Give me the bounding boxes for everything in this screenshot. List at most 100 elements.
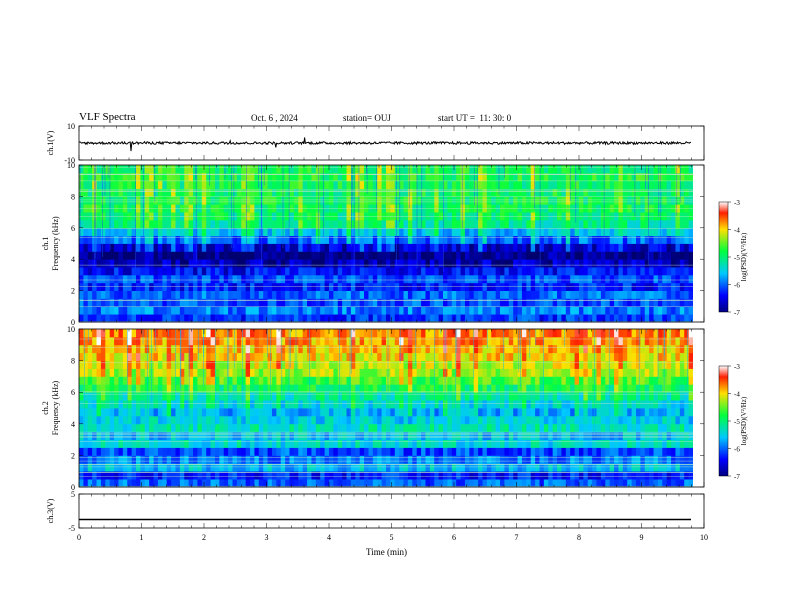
spectrogram-cell [526, 352, 532, 361]
spectrogram-cell [513, 455, 518, 464]
spectrogram-cell [289, 479, 295, 488]
spectrogram-cell [206, 344, 211, 354]
spectrogram-cell [390, 259, 396, 268]
spectrogram-cell [254, 400, 260, 409]
spectrogram-cell [87, 344, 93, 354]
spectrogram-cell [429, 251, 435, 260]
spectrogram-cell [342, 196, 347, 205]
spectrogram-cell [223, 290, 229, 299]
spectrogram-cell [136, 344, 141, 354]
spectrogram-cell [346, 219, 352, 229]
spectrogram-cell [206, 431, 211, 440]
spectrogram-cell [337, 376, 343, 385]
spectrogram-cell [364, 188, 369, 197]
spectrogram-cell [136, 227, 141, 237]
spectrogram-cell [179, 165, 185, 174]
spectrogram-cell [679, 298, 685, 307]
spectrogram-cell [193, 188, 198, 197]
spectrogram-cell [188, 235, 194, 244]
spectrogram-cell [263, 165, 268, 174]
spectrogram-cell [425, 471, 431, 480]
spectrogram-cell [245, 471, 251, 480]
spectrogram-cell [79, 188, 84, 197]
spectrogram-cell [364, 180, 369, 189]
spectrogram-cell [337, 400, 343, 409]
spectrogram-cell [473, 219, 479, 229]
spectrogram-cell [92, 360, 97, 369]
spectrogram-cell [381, 267, 387, 276]
spectrogram-cell [543, 306, 549, 315]
spectrogram-cell [197, 376, 203, 385]
spectrogram-cell [671, 172, 676, 182]
spectrogram-cell [491, 392, 497, 401]
spectrogram-cell [513, 274, 518, 284]
spectrogram-cell [486, 274, 492, 284]
spectrogram-cell [600, 172, 606, 182]
spectrogram-cell [96, 267, 102, 276]
spectrogram-cell [140, 400, 146, 409]
spectrogram-cell [592, 188, 597, 197]
spectrogram-cell [614, 290, 619, 299]
spectrogram-cell [478, 479, 483, 488]
spectrogram-cell [328, 368, 334, 377]
spectrogram-cell [513, 219, 518, 229]
spectrogram-cell [346, 336, 352, 346]
spectrogram-cell [653, 251, 659, 260]
spectrogram-cell [574, 306, 580, 315]
spectrogram-cell [486, 172, 492, 182]
spectrogram-cell [443, 400, 448, 409]
spectrogram-cell [359, 455, 365, 464]
spectrogram-cell [412, 423, 418, 433]
spectrogram-cell [315, 439, 321, 448]
spectrogram-cell [210, 306, 216, 315]
spectrogram-cell [83, 408, 89, 417]
spectrogram-cell [254, 165, 260, 174]
spectrogram-cell [381, 235, 387, 244]
spectrogram-cell [592, 172, 597, 182]
spectrogram-cell [337, 455, 343, 464]
spectrogram-cell [600, 235, 606, 244]
spectrogram-cell [399, 423, 404, 433]
spectrogram-cell [271, 360, 277, 369]
spectrogram-cell [166, 423, 172, 433]
spectrogram-cell [407, 479, 413, 488]
spectrogram-cell [315, 400, 321, 409]
spectrogram-cell [451, 235, 457, 244]
spectrogram-cell [364, 447, 369, 456]
spectrogram-cell [350, 400, 356, 409]
spectrogram-cell [508, 368, 514, 377]
spectrogram-cell [258, 274, 264, 284]
spectrogram-cell [438, 439, 444, 448]
spectrogram-cell [447, 298, 453, 307]
spectrogram-cell [451, 180, 457, 189]
spectrogram-cell [127, 344, 133, 354]
spectrogram-cell [443, 384, 448, 393]
spectrogram-cell [311, 180, 317, 189]
spectrogram-cell [618, 219, 624, 229]
spectrogram-cell [675, 188, 681, 197]
spectrogram-cell [149, 431, 154, 440]
spectrogram-cell [157, 479, 163, 488]
spectrogram-cell [438, 479, 444, 488]
spectrogram-cell [381, 243, 387, 252]
spectrogram-cell [307, 188, 312, 197]
spectrogram-cell [394, 431, 400, 440]
spectrogram-cell [372, 392, 378, 401]
spectrogram-cell [386, 463, 391, 472]
spectrogram-cell [640, 180, 646, 189]
spectrogram-cell [87, 259, 93, 268]
spectrogram-cell [460, 431, 466, 440]
spectrogram-cell [403, 471, 409, 480]
spectrogram-cell [298, 172, 304, 182]
spectrogram-cell [298, 219, 304, 229]
spectrogram-cell [679, 290, 685, 299]
spectrogram-cell [627, 274, 632, 284]
spectrogram-cell [469, 455, 475, 464]
spectrogram-cell [293, 188, 299, 197]
spectrogram-cell [675, 267, 681, 276]
spectrogram-cell [399, 180, 404, 189]
spectrogram-cell [609, 298, 615, 307]
spectrogram-cell [513, 196, 518, 205]
spectrogram-cell [263, 314, 268, 323]
spectrogram-cell [513, 251, 518, 260]
